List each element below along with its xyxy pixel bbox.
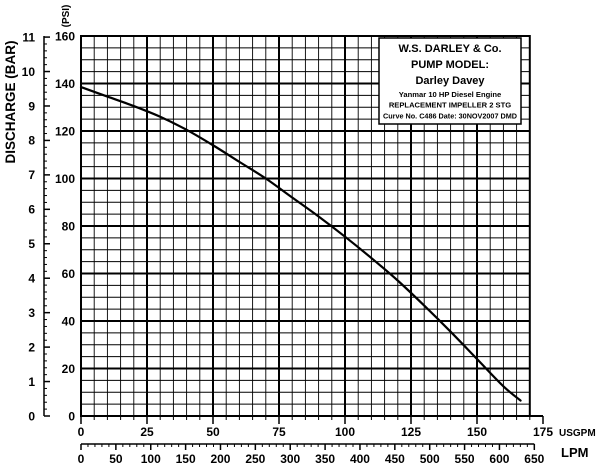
lpm-tick-label: 200	[210, 452, 230, 466]
pump-model-name: Darley Davey	[415, 75, 485, 87]
usgpm-tick-label: 100	[335, 425, 355, 439]
psi-tick-label: 140	[55, 77, 75, 91]
lpm-tick-label: 500	[420, 452, 440, 466]
bar-tick-label: 3	[28, 306, 35, 320]
bar-tick-label: 7	[28, 168, 35, 182]
usgpm-tick-label: 25	[140, 425, 154, 439]
bar-tick-label: 1	[28, 375, 35, 389]
lpm-tick-label: 450	[385, 452, 405, 466]
y-axis-label-psi: (PSI)	[61, 5, 72, 28]
title-box-frame	[378, 37, 522, 125]
usgpm-tick-label: 150	[467, 425, 487, 439]
lpm-tick-label: 150	[176, 452, 196, 466]
pump-performance-curve	[79, 85, 522, 402]
bar-tick-label: 10	[22, 65, 36, 79]
bar-tick-label: 9	[28, 99, 35, 113]
impeller-info: REPLACEMENT IMPELLER 2 STG	[389, 101, 511, 110]
usgpm-tick-label: 125	[401, 425, 421, 439]
psi-tick-label: 120	[55, 124, 75, 138]
psi-tick-label: 40	[62, 314, 76, 328]
bar-tick-label: 11	[22, 30, 35, 44]
x-axis-label-lpm: LPM	[561, 445, 588, 460]
psi-tick-label: 160	[55, 29, 75, 43]
bar-tick-label: 0	[28, 409, 35, 423]
usgpm-tick-label: 0	[78, 425, 85, 439]
psi-tick-label: 60	[62, 267, 76, 281]
bar-tick-label: 4	[28, 272, 35, 286]
tick-labels: 0 1 2 3 4 5 6 7 8 9 10 11 0 20 40 60 80 100 120 140 160 0 25 50…	[22, 29, 554, 466]
lpm-tick-label: 100	[141, 452, 161, 466]
curve-info: Curve No. C486 Date: 30NOV2007 DMD	[383, 112, 517, 121]
lpm-tick-label: 50	[109, 452, 123, 466]
axis-lines	[43, 36, 544, 450]
lpm-tick-label: 550	[455, 452, 475, 466]
lpm-tick-label: 250	[245, 452, 265, 466]
lpm-tick-label: 300	[280, 452, 300, 466]
bar-tick-label: 8	[28, 134, 35, 148]
lpm-tick-label: 600	[489, 452, 509, 466]
usgpm-tick-label: 75	[272, 425, 286, 439]
y-axis-label-bar: DISCHARGE (BAR)	[3, 41, 18, 164]
pump-model-label: PUMP MODEL:	[411, 59, 489, 71]
bar-tick-label: 5	[28, 237, 35, 251]
company-name: W.S. DARLEY & Co.	[398, 43, 501, 55]
usgpm-tick-label: 175	[533, 425, 553, 439]
lpm-tick-label: 0	[78, 452, 85, 466]
lpm-tick-label: 650	[524, 452, 544, 466]
title-box: W.S. DARLEY & Co. PUMP MODEL: Darley Dav…	[378, 37, 522, 125]
engine-info: Yanmar 10 HP Diesel Engine	[399, 90, 501, 99]
usgpm-tick-label: 50	[206, 425, 220, 439]
lpm-tick-label: 350	[315, 452, 335, 466]
psi-tick-label: 100	[55, 172, 75, 186]
x-axis-label-usgpm: USGPM	[559, 428, 596, 439]
psi-tick-label: 80	[62, 219, 76, 233]
bar-tick-label: 2	[28, 340, 35, 354]
psi-tick-label: 20	[62, 362, 76, 376]
lpm-tick-label: 400	[350, 452, 370, 466]
bar-tick-label: 6	[28, 203, 35, 217]
psi-tick-label: 0	[68, 409, 75, 423]
